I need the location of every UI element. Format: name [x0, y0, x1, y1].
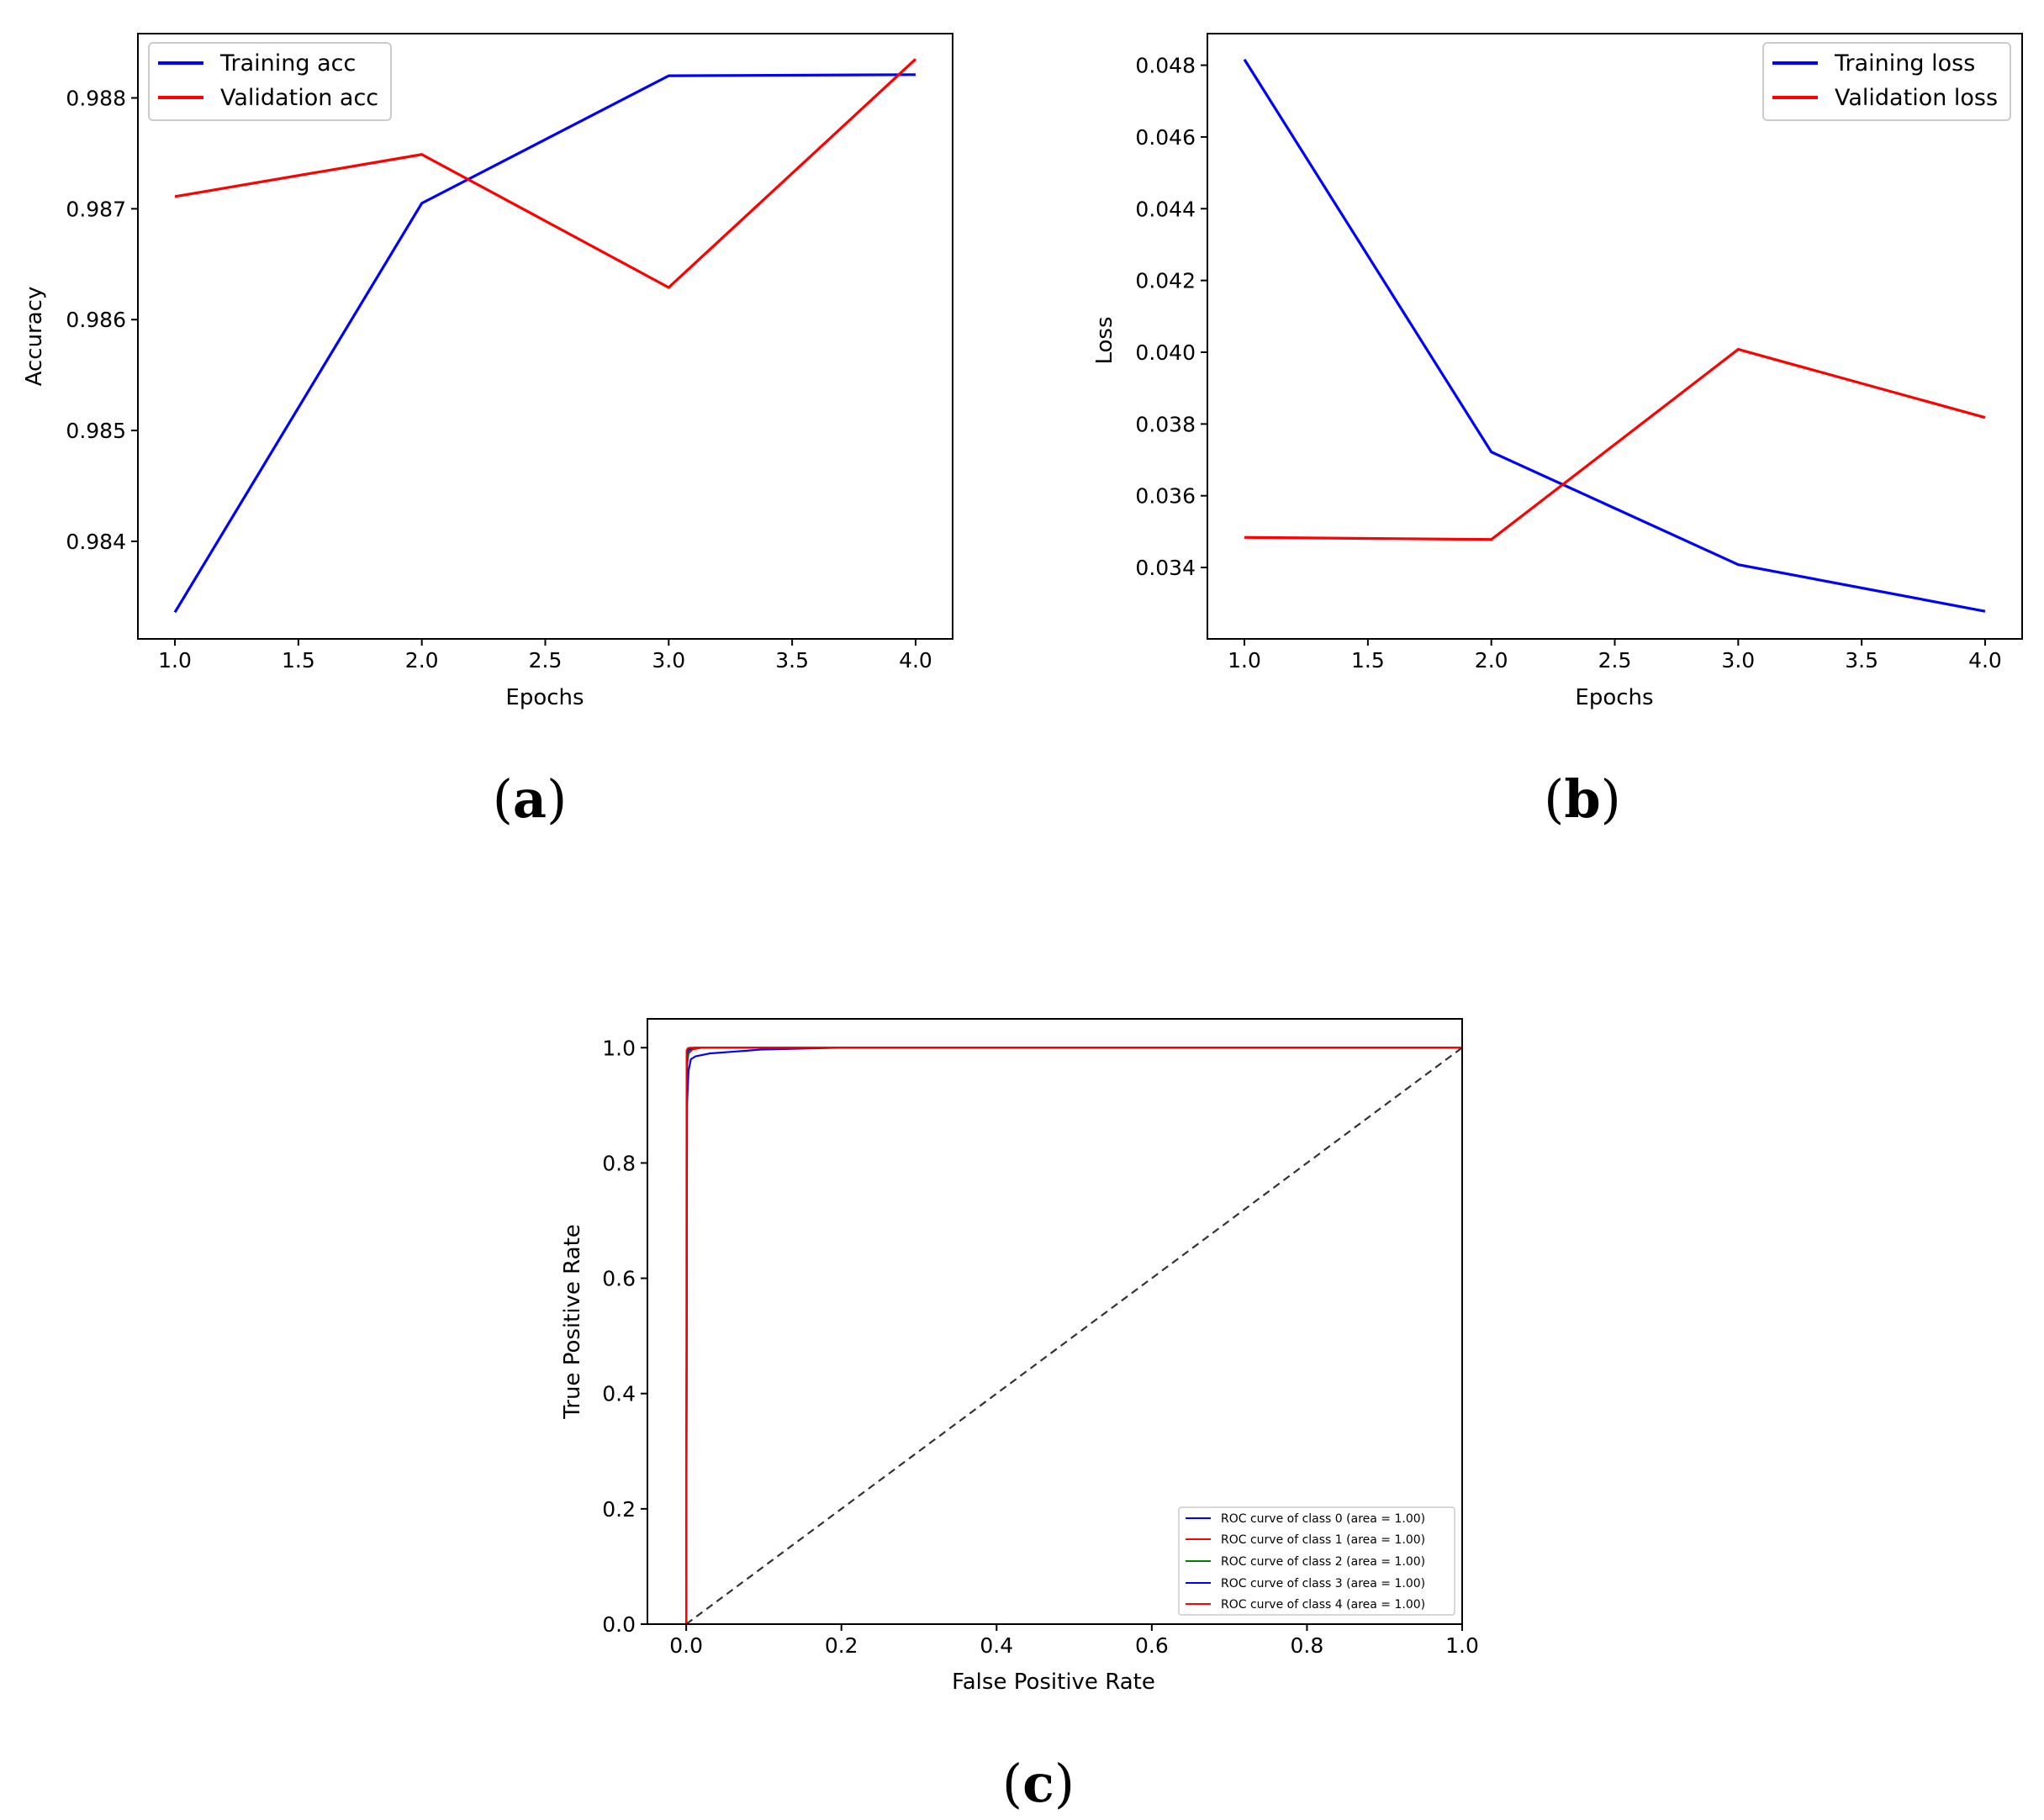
- panel-a-plot: [173, 58, 917, 614]
- panel-c-legend-label-4: ROC curve of class 3 (area = 1.00): [1221, 1577, 1425, 1591]
- panel-b-y-tick-label: 0.038: [1135, 412, 1196, 436]
- panel-b-legend-box: [1762, 42, 2011, 121]
- panel-c-plot: [685, 1047, 1463, 1625]
- panel-a-series-1-line: [173, 73, 916, 614]
- panel-a-legend-box: [148, 42, 392, 121]
- panel-c-y-tick-label: 0.2: [602, 1497, 636, 1522]
- panel-b-x-tick-label: 3.5: [1845, 648, 1878, 673]
- panel-b-caption: (b): [1544, 768, 1621, 830]
- panel-b-y-tick-label: 0.036: [1135, 484, 1196, 509]
- panel-c-legend: ROC curve of class 0 (area = 1.00) ROC c…: [1178, 1506, 1455, 1616]
- panel-c-series-5-line: [685, 1047, 1462, 1625]
- panel-a-axes-frame: [137, 33, 953, 640]
- panel-b-y-ticks: 0.034 0.036 0.038 0.040 0.042 0.044 0.046 0.048: [1135, 54, 1207, 580]
- panel-b-series-2-line: [1244, 347, 1986, 541]
- panel-b-x-tick-label: 1.5: [1351, 648, 1385, 673]
- panel-a-y-tick-label: 0.986: [66, 308, 126, 332]
- panel-b-y-tick-label: 0.040: [1135, 340, 1196, 365]
- panel-c-x-tick-label: 0.8: [1291, 1633, 1324, 1658]
- panel-b-series-1-line: [1243, 58, 1986, 613]
- panel-b: 1.0 1.5 2.0 2.5 3.0 3.5 4.0 0.0340.0360.0380.0…: [1092, 33, 2023, 830]
- panel-a-x-ticks: 1.0 1.5 2.0 2.5 3.0 3.5 4.0: [158, 639, 932, 673]
- panel-a: 1.0 1.5 2.0 2.5 3.0 3.5 4.0 0.9840.9850.9860.9…: [22, 33, 953, 830]
- panel-c-x-tick-label: 0.0: [669, 1633, 703, 1658]
- panel-a-y-ticks: 0.984 0.985 0.986 0.987 0.988: [66, 86, 138, 554]
- panel-b-x-tick-label: 4.0: [1968, 648, 2002, 673]
- panel-b-legend-label-2: Validation loss: [1835, 85, 1998, 111]
- panel-a-y-tick-label: 0.988: [66, 86, 126, 110]
- panel-a-x-tick-label: 3.5: [775, 648, 809, 673]
- panel-c-chance-line: [685, 1047, 1463, 1625]
- panel-c-x-tick-label: 0.2: [825, 1633, 858, 1658]
- panel-b-y-tick-label: 0.044: [1135, 197, 1196, 221]
- panel-b-legend: Training loss Validation loss: [1762, 42, 2011, 121]
- panel-a-x-tick-label: 2.0: [405, 648, 439, 673]
- panel-c-y-label: True Positive Rate: [560, 1224, 585, 1420]
- panel-c-x-ticks: 0.0 0.2 0.4 0.6 0.8 1.0: [669, 1624, 1479, 1658]
- panel-b-x-ticks: 1.0 1.5 2.0 2.5 3.0 3.5 4.0: [1228, 639, 2002, 673]
- panel-b-y-tick-label: 0.034: [1135, 556, 1196, 580]
- panel-c-legend-label-1: ROC curve of class 0 (area = 1.00): [1221, 1512, 1425, 1526]
- panel-a-legend: Training acc Validation acc: [148, 42, 392, 121]
- panel-a-legend-label-2: Validation acc: [220, 85, 378, 111]
- panel-c-y-tick-label: 0.4: [602, 1382, 636, 1406]
- panel-c-y-tick-label: 0.8: [602, 1151, 636, 1175]
- panel-c-y-ticks: 0.0 0.2 0.4 0.6 0.8 1.0: [602, 1036, 647, 1637]
- panel-a-x-tick-label: 1.0: [158, 648, 192, 673]
- panel-a-legend-label-1: Training acc: [219, 50, 356, 76]
- panel-b-x-label: Epochs: [1575, 685, 1653, 710]
- panel-c-x-label: False Positive Rate: [952, 1670, 1155, 1695]
- panel-b-y-tick-label: 0.048: [1135, 54, 1196, 78]
- panel-c: 0.0 0.2 0.4 0.6 0.8 1.0 0.0 0.2 0.4 0.6 0.8 1.0 Fa…: [560, 1018, 1479, 1814]
- panel-b-caption-letter: b: [1564, 768, 1600, 830]
- panel-a-y-tick-label: 0.984: [66, 530, 126, 554]
- panel-a-x-tick-label: 3.0: [652, 648, 685, 673]
- panel-a-x-tick-label: 1.5: [282, 648, 315, 673]
- panel-b-y-tick-label: 0.042: [1135, 269, 1196, 293]
- panel-b-y-label: Loss: [1092, 316, 1117, 364]
- panel-a-caption: (a): [493, 768, 568, 830]
- panel-c-caption-letter: c: [1022, 1753, 1054, 1814]
- panel-b-x-tick-label: 2.0: [1475, 648, 1508, 673]
- panel-c-legend-label-3: ROC curve of class 2 (area = 1.00): [1221, 1555, 1425, 1569]
- panel-a-x-label: Epochs: [505, 685, 584, 710]
- panel-b-x-tick-label: 3.0: [1721, 648, 1755, 673]
- panel-b-x-tick-label: 2.5: [1598, 648, 1632, 673]
- panel-b-x-tick-label: 1.0: [1228, 648, 1261, 673]
- panel-c-y-tick-label: 0.0: [602, 1612, 636, 1637]
- panel-b-y-tick-label: 0.046: [1135, 125, 1196, 150]
- panel-c-legend-label-2: ROC curve of class 1 (area = 1.00): [1221, 1533, 1425, 1547]
- panel-c-y-tick-label: 1.0: [602, 1036, 636, 1060]
- panel-c-x-tick-label: 0.4: [980, 1633, 1013, 1658]
- panel-c-caption: (c): [1002, 1753, 1075, 1814]
- panel-c-y-tick-label: 0.6: [602, 1267, 636, 1291]
- panel-c-axes-frame: [647, 1018, 1463, 1625]
- panel-a-y-tick-label: 0.985: [66, 419, 126, 443]
- panel-c-x-tick-label: 0.6: [1135, 1633, 1169, 1658]
- panel-a-x-tick-label: 4.0: [899, 648, 932, 673]
- panel-b-legend-label-1: Training loss: [1834, 50, 1975, 76]
- panel-a-series-2-line: [174, 58, 917, 289]
- panel-c-legend-label-5: ROC curve of class 4 (area = 1.00): [1221, 1598, 1425, 1612]
- panel-a-caption-letter: a: [513, 768, 547, 830]
- panel-a-y-tick-label: 0.987: [66, 197, 126, 221]
- panel-b-plot: [1243, 58, 1986, 613]
- panel-b-axes-frame: [1207, 33, 2023, 640]
- panel-a-x-tick-label: 2.5: [529, 648, 562, 673]
- panel-a-y-label: Accuracy: [22, 287, 47, 387]
- panel-c-x-tick-label: 1.0: [1445, 1633, 1479, 1658]
- panel-c-legend-box: [1178, 1506, 1455, 1616]
